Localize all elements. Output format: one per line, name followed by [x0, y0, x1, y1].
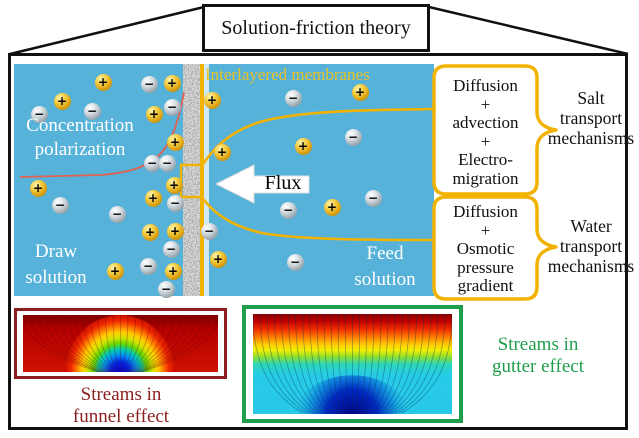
- title-box: Solution-friction theory: [202, 4, 430, 52]
- concentration-polarization-label: Concentration polarization: [26, 115, 134, 160]
- figure-title: Solution-friction theory: [221, 16, 411, 39]
- feed-solution-label: Feed solution: [354, 243, 416, 290]
- membrane-support-gap: [203, 64, 209, 296]
- gutter-effect-inset: [242, 305, 463, 423]
- flux-label: Flux: [264, 172, 302, 194]
- salt-transport-label: Salt transport mechanisms: [547, 88, 635, 148]
- funnel-heatmap: [23, 315, 218, 372]
- gutter-effect-caption: Streams in gutter effect: [492, 334, 584, 377]
- membrane-strip: [183, 64, 200, 296]
- water-transport-label: Water transport mechanisms: [547, 216, 635, 276]
- salt-mechanism-text: Diffusion + advection + Electro- migrati…: [452, 76, 519, 188]
- draw-solution-label: Draw solution: [25, 241, 87, 288]
- funnel-effect-inset: [14, 308, 227, 379]
- interlayered-membranes-label: Interlayered membranes: [205, 65, 370, 84]
- water-mechanism-text: Diffusion + Osmotic pressure gradient: [453, 202, 518, 295]
- gutter-heatmap: [253, 314, 452, 414]
- funnel-effect-caption: Streams in funnel effect: [72, 384, 170, 427]
